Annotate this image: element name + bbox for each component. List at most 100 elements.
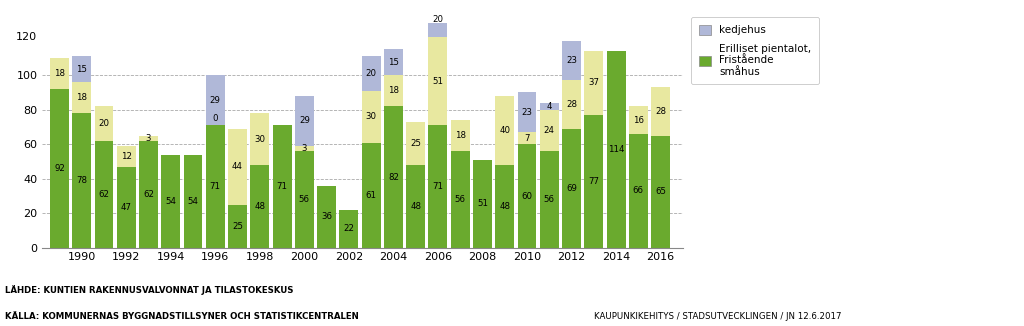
Bar — [50, 58, 69, 89]
Text: 30: 30 — [254, 135, 265, 143]
Bar — [562, 81, 581, 129]
Text: 20: 20 — [366, 69, 377, 78]
Bar — [94, 141, 114, 248]
Text: 62: 62 — [143, 190, 154, 199]
Bar — [139, 136, 158, 141]
Text: 66: 66 — [633, 186, 644, 195]
Text: 77: 77 — [588, 177, 599, 186]
Bar — [585, 51, 603, 115]
Text: 23: 23 — [566, 56, 577, 65]
Text: 12: 12 — [121, 152, 132, 161]
Text: 37: 37 — [588, 79, 599, 87]
Bar — [407, 122, 425, 165]
Text: 18: 18 — [76, 93, 87, 102]
Text: 22: 22 — [343, 224, 354, 233]
Text: KAUPUNKIKEHITYS / STADSUTVECKLINGEN / JN 12.6.2017: KAUPUNKIKEHITYS / STADSUTVECKLINGEN / JN… — [594, 313, 842, 321]
Text: 44: 44 — [232, 162, 243, 171]
Bar — [473, 160, 492, 248]
Bar — [496, 165, 514, 248]
Bar — [361, 91, 381, 142]
Bar — [517, 132, 537, 144]
Text: 20: 20 — [432, 15, 443, 24]
Bar — [361, 56, 381, 91]
Text: 48: 48 — [254, 202, 265, 211]
Bar — [384, 106, 402, 248]
Bar — [428, 3, 447, 37]
Bar — [540, 110, 559, 151]
Text: 78: 78 — [76, 176, 87, 185]
Text: 29: 29 — [299, 116, 310, 126]
Bar — [206, 75, 224, 125]
Bar — [50, 89, 69, 248]
Bar — [361, 142, 381, 248]
Bar — [407, 165, 425, 248]
Text: 71: 71 — [432, 182, 443, 191]
Text: LÄHDE: KUNTIEN RAKENNUSVALVONNAT JA TILASTOKESKUS: LÄHDE: KUNTIEN RAKENNUSVALVONNAT JA TILA… — [5, 286, 294, 295]
Bar — [295, 96, 313, 146]
Bar — [451, 151, 470, 248]
Bar — [540, 151, 559, 248]
Text: 62: 62 — [98, 190, 110, 199]
Bar — [629, 106, 648, 134]
Text: 114: 114 — [608, 145, 625, 154]
Bar — [117, 146, 136, 167]
Bar — [206, 125, 224, 248]
Bar — [250, 165, 269, 248]
Bar — [517, 144, 537, 248]
Bar — [384, 49, 402, 75]
Text: 16: 16 — [633, 116, 644, 125]
Bar — [73, 56, 91, 82]
Text: 36: 36 — [322, 212, 332, 221]
Text: 23: 23 — [521, 108, 532, 117]
Text: 48: 48 — [500, 202, 510, 211]
Text: 69: 69 — [566, 184, 577, 193]
Bar — [451, 120, 470, 151]
Bar — [651, 136, 670, 248]
Text: 3: 3 — [145, 134, 152, 143]
Text: 30: 30 — [366, 112, 377, 121]
Text: 18: 18 — [54, 69, 65, 78]
Bar — [295, 146, 313, 151]
Text: 24: 24 — [544, 126, 555, 135]
Text: 18: 18 — [388, 86, 399, 95]
Text: 120: 120 — [16, 32, 37, 42]
Text: 82: 82 — [388, 172, 399, 182]
Bar — [73, 113, 91, 248]
Text: 29: 29 — [210, 96, 221, 105]
Bar — [228, 205, 247, 248]
Bar — [339, 210, 358, 248]
Bar — [94, 106, 114, 141]
Text: 71: 71 — [210, 182, 221, 191]
Text: 4: 4 — [547, 102, 552, 111]
Text: 25: 25 — [411, 139, 421, 148]
Text: 0: 0 — [213, 114, 218, 123]
Bar — [496, 96, 514, 165]
Bar — [540, 103, 559, 110]
Text: 15: 15 — [388, 58, 399, 67]
Text: 65: 65 — [655, 187, 666, 196]
Bar — [562, 41, 581, 81]
Bar — [117, 167, 136, 248]
Text: 51: 51 — [432, 77, 443, 86]
Text: 3: 3 — [302, 144, 307, 153]
Text: 28: 28 — [566, 100, 577, 109]
Bar — [517, 93, 537, 132]
Text: 54: 54 — [187, 197, 199, 206]
Bar — [295, 151, 313, 248]
Bar — [428, 37, 447, 125]
Bar — [250, 113, 269, 165]
Text: 56: 56 — [455, 195, 466, 204]
Text: 54: 54 — [165, 197, 176, 206]
Bar — [651, 87, 670, 136]
Bar — [162, 155, 180, 248]
Bar — [183, 155, 203, 248]
Bar — [428, 125, 447, 248]
Bar — [73, 82, 91, 113]
Bar — [606, 51, 626, 248]
Text: 7: 7 — [524, 134, 529, 143]
Text: 18: 18 — [455, 131, 466, 140]
Text: 25: 25 — [232, 222, 243, 231]
Text: 56: 56 — [544, 195, 555, 204]
Bar — [585, 115, 603, 248]
Text: 51: 51 — [477, 200, 488, 208]
